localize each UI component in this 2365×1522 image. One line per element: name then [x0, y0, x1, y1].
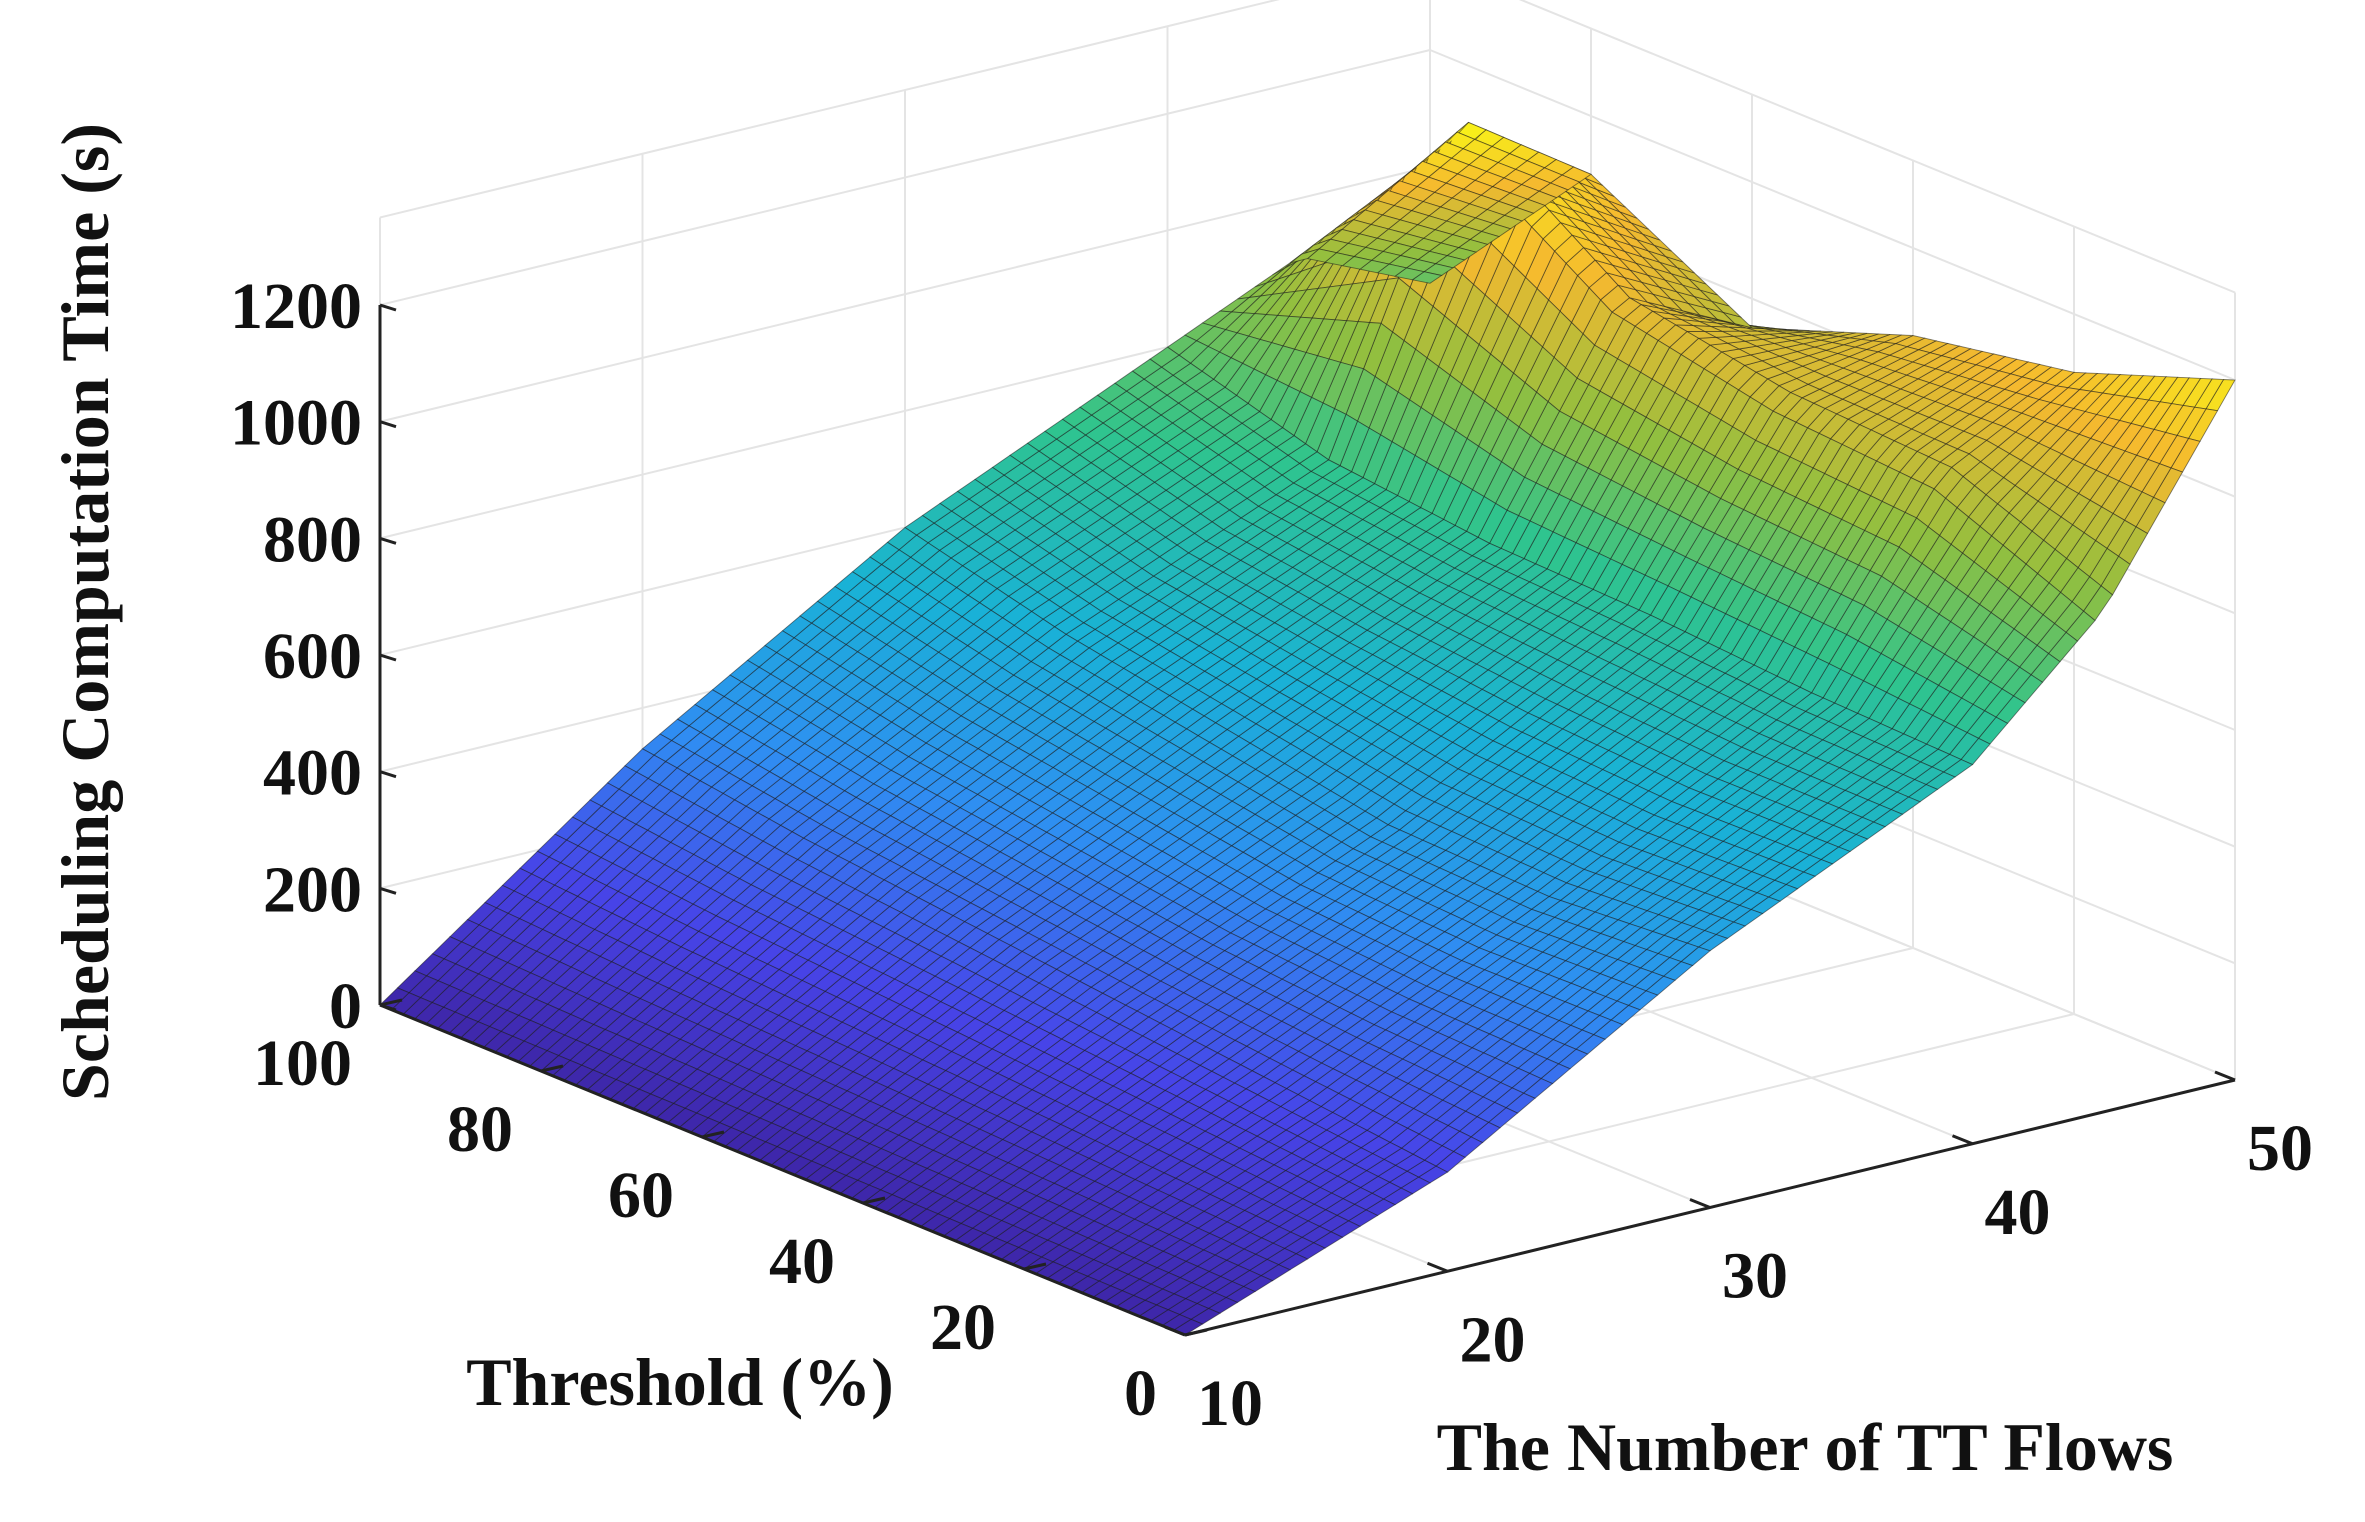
x-tick-mark [1951, 1134, 1974, 1146]
box-edge [1518, 0, 2236, 294]
x-tick-label: 20 [1460, 1303, 1526, 1376]
x-tick-mark [1426, 1261, 1449, 1273]
z-tick-label: 1000 [230, 387, 362, 460]
y-tick-label: 80 [447, 1093, 513, 1166]
x-tick-mark [1689, 1198, 1711, 1209]
y-tick-label: 60 [608, 1159, 674, 1232]
x-axis-label: The Number of TT Flows [1437, 1409, 2174, 1485]
surface-mesh [379, 121, 2236, 1336]
z-tick-label: 800 [263, 503, 362, 576]
y-tick-label: 0 [1124, 1357, 1157, 1430]
x-tick-label: 40 [1985, 1176, 2051, 1249]
z-tick-label: 400 [263, 737, 362, 810]
x-tick-label: 30 [1722, 1240, 1788, 1313]
z-axis-label: Scheduling Computation Time (s) [47, 123, 123, 1101]
y-axis-label: Threshold (%) [466, 1344, 894, 1420]
z-tick-mark [379, 420, 397, 429]
y-tick-label: 40 [769, 1225, 835, 1298]
x-tick-label: 10 [1197, 1367, 1263, 1440]
x-tick-label: 50 [2247, 1112, 2313, 1185]
z-tick-mark [379, 770, 397, 779]
grid-line [1429, 49, 2236, 381]
z-tick-label: 200 [263, 853, 362, 926]
y-tick-label: 100 [253, 1027, 352, 1100]
z-tick-label: 600 [263, 620, 362, 693]
z-tick-label: 1200 [230, 270, 362, 343]
x-tick-mark [2214, 1070, 2236, 1082]
box-edge [379, 0, 1280, 219]
z-tick-mark [379, 886, 397, 895]
z-tick-mark [379, 303, 397, 312]
y-tick-label: 20 [930, 1291, 996, 1364]
z-tick-mark [379, 653, 397, 662]
z-tick-mark [379, 536, 397, 545]
